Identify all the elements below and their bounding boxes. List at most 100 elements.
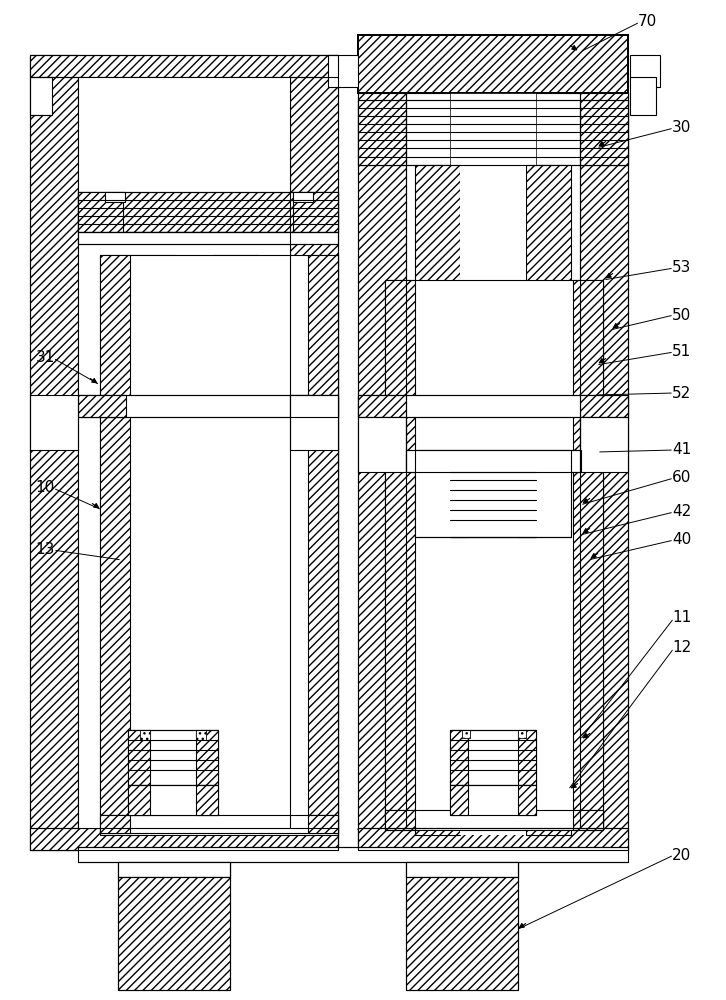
- Bar: [415, 165, 460, 835]
- Bar: [78, 847, 628, 862]
- Bar: [100, 815, 338, 833]
- Bar: [573, 810, 603, 828]
- Bar: [78, 77, 290, 828]
- Bar: [358, 93, 406, 165]
- Bar: [358, 93, 628, 165]
- Bar: [308, 815, 338, 833]
- Bar: [415, 450, 571, 537]
- Bar: [140, 730, 150, 740]
- Bar: [293, 192, 338, 232]
- Text: 20: 20: [672, 848, 691, 862]
- Text: 60: 60: [672, 471, 691, 486]
- Bar: [128, 730, 150, 785]
- Text: 70: 70: [638, 14, 657, 29]
- Bar: [358, 395, 628, 417]
- Bar: [128, 785, 150, 815]
- Bar: [78, 232, 338, 244]
- Text: 10: 10: [36, 481, 55, 495]
- Text: 41: 41: [672, 442, 691, 458]
- Text: 13: 13: [36, 542, 55, 558]
- Bar: [100, 255, 338, 835]
- Bar: [385, 280, 415, 830]
- Bar: [518, 472, 526, 480]
- Bar: [118, 862, 230, 877]
- Bar: [290, 395, 338, 417]
- Bar: [450, 730, 536, 785]
- Bar: [78, 192, 123, 232]
- Text: 53: 53: [672, 260, 691, 275]
- Bar: [78, 395, 126, 417]
- Bar: [450, 472, 468, 537]
- Bar: [290, 395, 338, 450]
- Text: 31: 31: [36, 351, 55, 365]
- Bar: [580, 417, 628, 472]
- Bar: [385, 810, 603, 828]
- Bar: [30, 77, 52, 115]
- Bar: [462, 730, 470, 738]
- Bar: [450, 785, 536, 815]
- Bar: [580, 100, 628, 850]
- Bar: [518, 730, 526, 738]
- Bar: [175, 255, 213, 815]
- Bar: [518, 785, 536, 815]
- Bar: [140, 730, 150, 740]
- Bar: [518, 730, 536, 785]
- Bar: [462, 472, 470, 480]
- Bar: [78, 192, 338, 232]
- Text: 30: 30: [672, 120, 691, 135]
- Bar: [573, 280, 603, 830]
- Bar: [450, 472, 536, 537]
- Bar: [580, 395, 628, 417]
- Text: 50: 50: [672, 308, 691, 322]
- Bar: [462, 472, 470, 480]
- Bar: [450, 785, 468, 815]
- Bar: [462, 730, 470, 738]
- Bar: [30, 395, 78, 450]
- Bar: [406, 862, 518, 877]
- Bar: [105, 192, 125, 202]
- Bar: [30, 828, 338, 850]
- Bar: [526, 165, 571, 835]
- Bar: [30, 55, 338, 77]
- Bar: [358, 828, 628, 850]
- Bar: [450, 93, 536, 165]
- Bar: [630, 55, 660, 87]
- Bar: [518, 472, 536, 537]
- Bar: [518, 472, 526, 480]
- Bar: [580, 93, 628, 165]
- Bar: [406, 877, 518, 990]
- Text: 11: 11: [672, 610, 691, 626]
- Bar: [100, 255, 130, 815]
- Bar: [358, 100, 406, 850]
- Bar: [196, 730, 206, 740]
- Bar: [450, 730, 468, 785]
- Bar: [406, 862, 518, 877]
- Bar: [358, 35, 628, 93]
- Bar: [630, 77, 656, 115]
- Bar: [118, 877, 230, 990]
- Bar: [358, 35, 628, 93]
- Text: 51: 51: [672, 344, 691, 360]
- Bar: [100, 815, 130, 833]
- Bar: [196, 730, 206, 740]
- Bar: [130, 255, 175, 815]
- Bar: [213, 255, 258, 815]
- Bar: [460, 165, 526, 835]
- Text: 42: 42: [672, 504, 691, 520]
- Bar: [385, 810, 415, 828]
- Bar: [406, 450, 581, 472]
- Bar: [30, 55, 78, 850]
- Bar: [196, 785, 218, 815]
- Bar: [293, 192, 313, 202]
- Bar: [78, 192, 338, 232]
- Text: 52: 52: [672, 385, 691, 400]
- Bar: [196, 730, 218, 785]
- Bar: [128, 785, 218, 815]
- Bar: [118, 877, 230, 990]
- Bar: [290, 55, 338, 850]
- Bar: [128, 730, 218, 785]
- Bar: [406, 877, 518, 990]
- Bar: [385, 280, 603, 830]
- Bar: [358, 395, 406, 417]
- Bar: [78, 395, 338, 417]
